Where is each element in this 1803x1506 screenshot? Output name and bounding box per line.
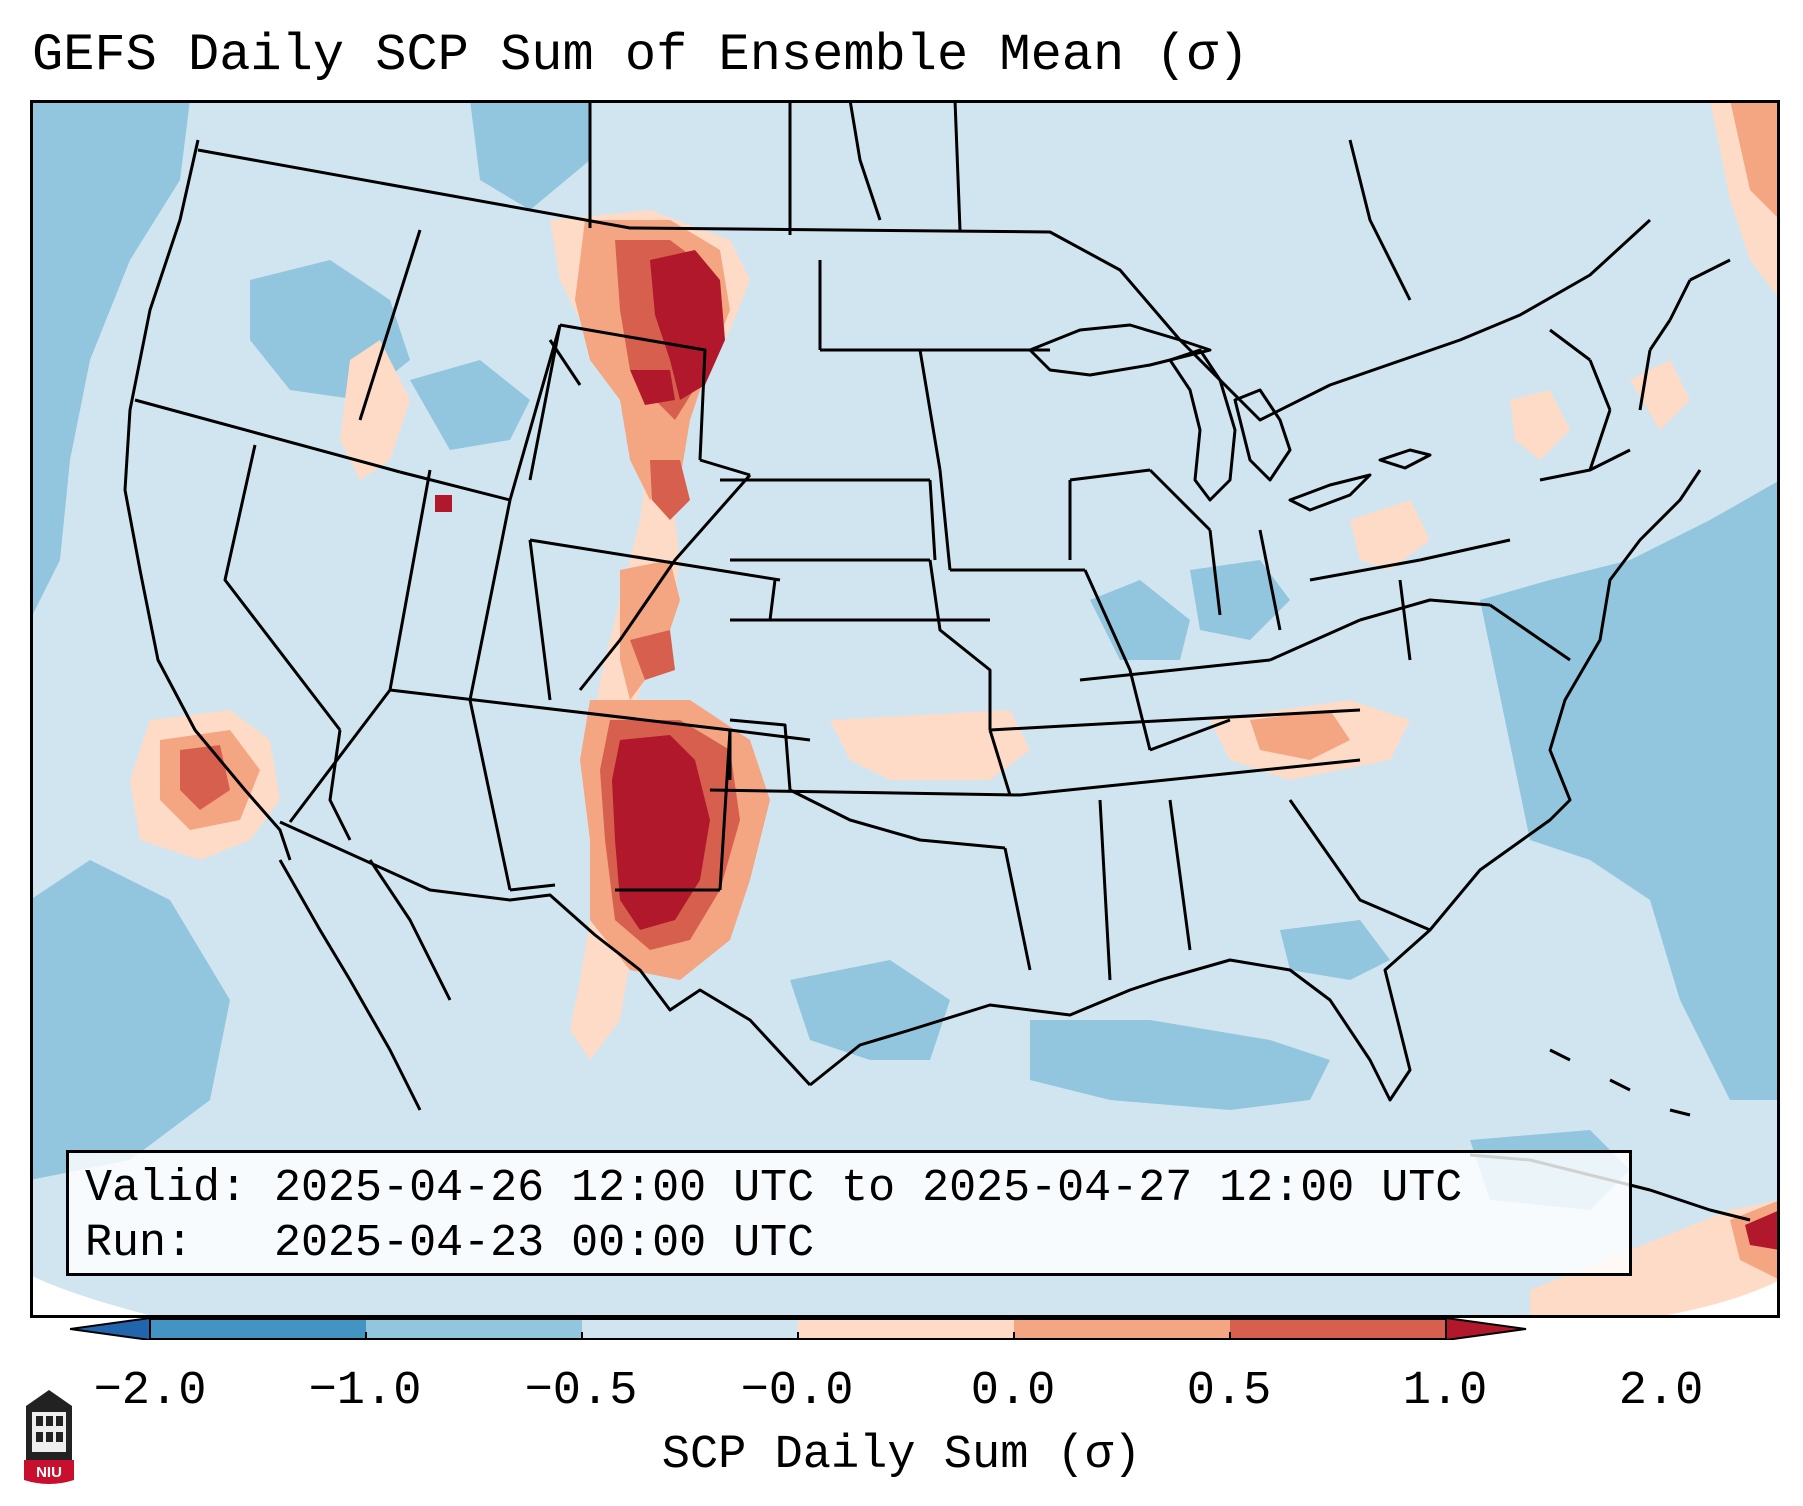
bahamas bbox=[1549, 1048, 1691, 1117]
tick-label: −1.0 bbox=[308, 1365, 422, 1418]
colorbar-over-arrow bbox=[1445, 1318, 1527, 1340]
valid-label: Valid: bbox=[85, 1163, 248, 1214]
out-of-domain-corner-left bbox=[30, 1275, 160, 1318]
lake-winnipeg-shore bbox=[848, 100, 882, 221]
colorbar-label: SCP Daily Sum (σ) bbox=[661, 1429, 1142, 1482]
scp-region-pos-extreme bbox=[1745, 1210, 1780, 1250]
scp-region-pos-extreme bbox=[630, 370, 675, 405]
scp-region-neg-strong bbox=[30, 860, 230, 1180]
state-borders bbox=[123, 100, 1751, 1222]
lake-erie bbox=[1288, 473, 1372, 512]
canada-ontario-quebec bbox=[1348, 139, 1412, 301]
scp-region-pos-strong bbox=[630, 630, 675, 680]
scp-map bbox=[30, 100, 1780, 1318]
validity-info-box: Valid: 2025-04-26 12:00 UTC to 2025-04-2… bbox=[66, 1150, 1632, 1276]
scp-region-neg-strong bbox=[410, 360, 530, 450]
colorbar-bin bbox=[582, 1318, 798, 1340]
scp-region-pos-weak bbox=[340, 340, 410, 480]
us-mexico-border bbox=[279, 820, 812, 1087]
scp-region-neg-strong bbox=[1480, 480, 1780, 1100]
scp-region-pos-extreme bbox=[435, 495, 452, 512]
scp-region-pos-mid bbox=[620, 560, 680, 700]
logo-text: NIU bbox=[36, 1464, 62, 1481]
colorbar bbox=[70, 1318, 1527, 1340]
west-coast bbox=[123, 139, 292, 861]
out-of-domain-corner-right bbox=[1650, 1280, 1780, 1318]
scp-region-pos-mid bbox=[1730, 100, 1780, 220]
scp-region-neg-strong bbox=[30, 100, 190, 620]
canada-prairie-border-3 bbox=[953, 100, 962, 231]
valid-value: 2025-04-26 12:00 UTC to 2025-04-27 12:00… bbox=[274, 1163, 1463, 1214]
scp-region-pos-strong bbox=[650, 460, 690, 520]
tick-label: −0.5 bbox=[524, 1365, 638, 1418]
scp-region-pos-weak bbox=[1530, 1200, 1780, 1318]
scp-region-pos-extreme bbox=[650, 250, 725, 400]
niu-logo-icon: NIU bbox=[24, 1390, 74, 1484]
lake-huron bbox=[1233, 388, 1292, 482]
tick-label: 0.5 bbox=[1186, 1365, 1272, 1418]
scp-region-pos-weak bbox=[830, 710, 1030, 780]
lake-michigan bbox=[1168, 348, 1237, 502]
colorbar-bin bbox=[1230, 1318, 1446, 1340]
mexico-pacific-coast bbox=[368, 859, 452, 1001]
colorbar-under-arrow bbox=[70, 1318, 151, 1340]
lake-ontario bbox=[1378, 448, 1432, 470]
us-canada-border bbox=[197, 148, 1652, 422]
tick-label: −2.0 bbox=[93, 1365, 207, 1418]
scp-region-neg-strong bbox=[790, 960, 950, 1060]
tick-label: 1.0 bbox=[1402, 1365, 1488, 1418]
scp-region-neg-strong bbox=[1030, 1020, 1330, 1110]
colorbar-bin bbox=[1014, 1318, 1230, 1340]
run-label: Run: bbox=[85, 1218, 194, 1269]
gulf-coast bbox=[809, 958, 1412, 1102]
scp-region-neg-strong bbox=[1280, 920, 1390, 980]
scp-region-pos-mid bbox=[1250, 710, 1350, 760]
colorbar-bin bbox=[798, 1318, 1014, 1340]
scp-region-neg-strong bbox=[470, 100, 590, 210]
scp-region-pos-weak bbox=[1350, 500, 1430, 570]
colorbar-bin bbox=[366, 1318, 582, 1340]
map-title: GEFS Daily SCP Sum of Ensemble Mean (σ) bbox=[32, 26, 1249, 85]
tick-label: 0.0 bbox=[970, 1365, 1056, 1418]
scp-region-pos-extreme bbox=[612, 735, 710, 930]
baja-coast bbox=[278, 859, 422, 1111]
tick-label: −0.0 bbox=[740, 1365, 854, 1418]
map-frame bbox=[30, 100, 1780, 1318]
scp-region-pos-weak bbox=[1510, 390, 1570, 460]
colorbar-bin bbox=[150, 1318, 366, 1340]
tick-label: 2.0 bbox=[1618, 1365, 1704, 1418]
scp-field bbox=[30, 100, 1780, 1318]
run-value: 2025-04-23 00:00 UTC bbox=[274, 1218, 815, 1269]
scp-region-pos-strong bbox=[180, 745, 230, 810]
lake-superior bbox=[1028, 323, 1212, 377]
